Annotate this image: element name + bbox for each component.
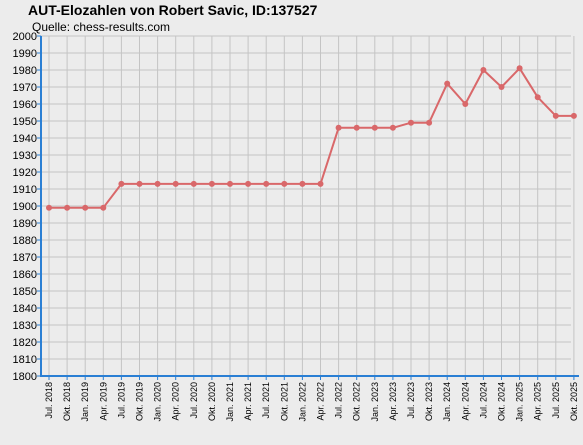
y-tick-label: 1990 xyxy=(13,48,37,60)
data-point xyxy=(245,180,252,187)
data-point xyxy=(299,180,306,187)
x-tick-label: Okt. 2025 xyxy=(569,382,579,421)
x-tick-label: Apr. 2024 xyxy=(460,382,470,421)
x-tick-label: Jan. 2025 xyxy=(515,382,525,422)
y-tick-label: 1810 xyxy=(13,354,37,366)
data-point xyxy=(46,204,52,211)
x-tick-label: Jan. 2024 xyxy=(442,382,452,422)
x-tick-label: Jul. 2021 xyxy=(261,382,271,419)
x-tick-labels: Jul. 2018 Okt. 2018 Jan. 2019 Apr. 2019 Jul.… xyxy=(44,382,579,422)
data-point xyxy=(82,204,89,211)
data-point xyxy=(389,124,396,131)
x-tick-label: Okt. 2019 xyxy=(135,382,145,421)
x-tick-label: Okt. 2018 xyxy=(62,382,72,421)
data-point xyxy=(444,80,451,87)
x-tick-label: Jul. 2022 xyxy=(334,382,344,419)
x-tick-label: Apr. 2023 xyxy=(388,382,398,421)
chart-subtitle: Quelle: chess-results.com xyxy=(32,20,171,34)
y-tick-label: 1820 xyxy=(13,337,37,349)
data-point xyxy=(552,112,559,119)
y-tick-label: 1850 xyxy=(13,286,37,298)
x-tick-label: Jul. 2023 xyxy=(406,382,416,419)
y-tick-label: 1920 xyxy=(13,167,37,179)
chart-title: AUT-Elozahlen von Robert Savic, ID:13752… xyxy=(28,2,318,18)
x-tick-label: Apr. 2025 xyxy=(533,382,543,421)
data-point xyxy=(462,101,469,107)
data-point xyxy=(570,112,577,119)
x-tick-label: Apr. 2019 xyxy=(98,382,108,421)
x-tick-label: Jan. 2021 xyxy=(225,382,235,422)
x-tick-label: Jan. 2019 xyxy=(80,382,90,422)
y-tick-label: 1910 xyxy=(13,184,37,196)
x-tick-label: Okt. 2021 xyxy=(279,382,289,421)
data-point xyxy=(335,124,342,131)
axes xyxy=(37,35,579,380)
x-tick-label: Okt. 2023 xyxy=(424,382,434,421)
x-tick-label: Jul. 2018 xyxy=(44,382,54,419)
y-tick-label: 1980 xyxy=(13,65,37,77)
x-tick-label: Jul. 2020 xyxy=(189,382,199,419)
x-tick-label: Apr. 2022 xyxy=(316,382,326,421)
data-point xyxy=(100,204,107,211)
data-point xyxy=(64,204,71,211)
x-tick-label: Jan. 2020 xyxy=(153,382,163,422)
data-point xyxy=(371,124,378,131)
data-point xyxy=(208,180,215,187)
y-tick-labels: 1800 1810 1820 1830 1840 1850 1860 1870 1880 1890… xyxy=(13,31,37,383)
y-tick-label: 1930 xyxy=(13,150,37,162)
x-tick-label: Okt. 2022 xyxy=(352,382,362,421)
data-point xyxy=(154,180,161,187)
y-tick-label: 1890 xyxy=(13,218,37,230)
y-tick-label: 1880 xyxy=(13,235,37,247)
data-point xyxy=(480,67,487,73)
x-tick-label: Jul. 2025 xyxy=(551,382,561,419)
series-line xyxy=(49,67,574,209)
y-tick-label: 1960 xyxy=(13,99,37,111)
y-tick-label: 1950 xyxy=(13,116,37,128)
y-tick-label: 2000 xyxy=(13,31,37,43)
series-elo xyxy=(46,65,577,211)
y-tick-label: 1900 xyxy=(13,201,37,213)
y-tick-label: 1840 xyxy=(13,303,37,315)
x-tick-label: Okt. 2024 xyxy=(497,382,507,421)
x-tick-label: Apr. 2020 xyxy=(171,382,181,421)
x-tick-label: Apr. 2021 xyxy=(243,382,253,421)
data-point xyxy=(263,180,270,187)
y-tick-label: 1800 xyxy=(13,371,37,383)
data-point xyxy=(353,124,360,131)
grid-lines xyxy=(41,35,575,377)
data-point xyxy=(136,180,143,187)
y-tick-label: 1940 xyxy=(13,133,37,145)
y-tick-label: 1870 xyxy=(13,252,37,264)
x-tick-label: Okt. 2020 xyxy=(207,382,217,421)
data-point xyxy=(534,94,541,101)
x-tick-label: Jan. 2023 xyxy=(370,382,380,422)
y-tick-label: 1830 xyxy=(13,320,37,332)
data-point xyxy=(190,180,197,187)
y-tick-label: 1970 xyxy=(13,82,37,94)
data-point xyxy=(426,119,433,126)
x-tick-label: Jan. 2022 xyxy=(297,382,307,422)
data-point xyxy=(281,180,288,187)
data-point xyxy=(317,180,324,187)
y-tick-label: 1860 xyxy=(13,269,37,281)
data-point xyxy=(516,65,523,72)
data-point xyxy=(408,119,414,126)
x-tick-label: Jul. 2019 xyxy=(116,382,126,419)
data-point xyxy=(118,180,125,187)
x-tick-label: Jul. 2024 xyxy=(478,382,488,419)
data-point xyxy=(498,84,505,90)
data-point xyxy=(172,180,179,187)
data-point xyxy=(227,180,233,187)
